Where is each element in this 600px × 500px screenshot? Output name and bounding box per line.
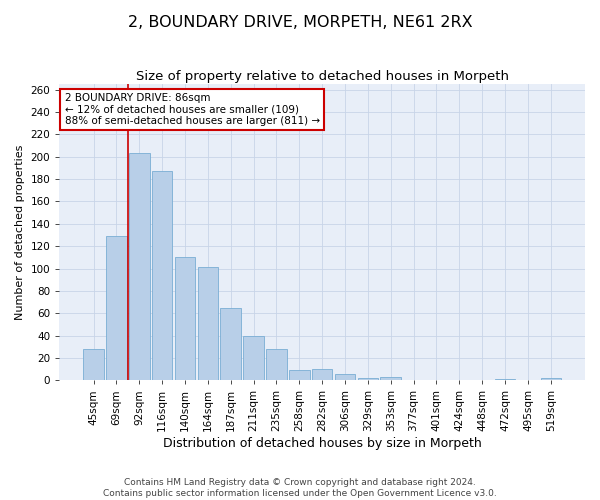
Text: Contains HM Land Registry data © Crown copyright and database right 2024.
Contai: Contains HM Land Registry data © Crown c… [103, 478, 497, 498]
Bar [358, 378, 378, 380]
Bar [495, 379, 515, 380]
Text: 2 BOUNDARY DRIVE: 86sqm
← 12% of detached houses are smaller (109)
88% of semi-d: 2 BOUNDARY DRIVE: 86sqm ← 12% of detache… [65, 93, 320, 126]
Bar [129, 154, 149, 380]
Bar [335, 374, 355, 380]
Bar [312, 369, 332, 380]
Bar [83, 349, 104, 380]
Y-axis label: Number of detached properties: Number of detached properties [15, 144, 25, 320]
Title: Size of property relative to detached houses in Morpeth: Size of property relative to detached ho… [136, 70, 509, 83]
Bar [106, 236, 127, 380]
Bar [243, 336, 264, 380]
Bar [380, 377, 401, 380]
Bar [197, 268, 218, 380]
Bar [220, 308, 241, 380]
Bar [175, 258, 195, 380]
Bar [266, 349, 287, 380]
X-axis label: Distribution of detached houses by size in Morpeth: Distribution of detached houses by size … [163, 437, 482, 450]
Text: 2, BOUNDARY DRIVE, MORPETH, NE61 2RX: 2, BOUNDARY DRIVE, MORPETH, NE61 2RX [128, 15, 472, 30]
Bar [289, 370, 310, 380]
Bar [541, 378, 561, 380]
Bar [152, 172, 172, 380]
